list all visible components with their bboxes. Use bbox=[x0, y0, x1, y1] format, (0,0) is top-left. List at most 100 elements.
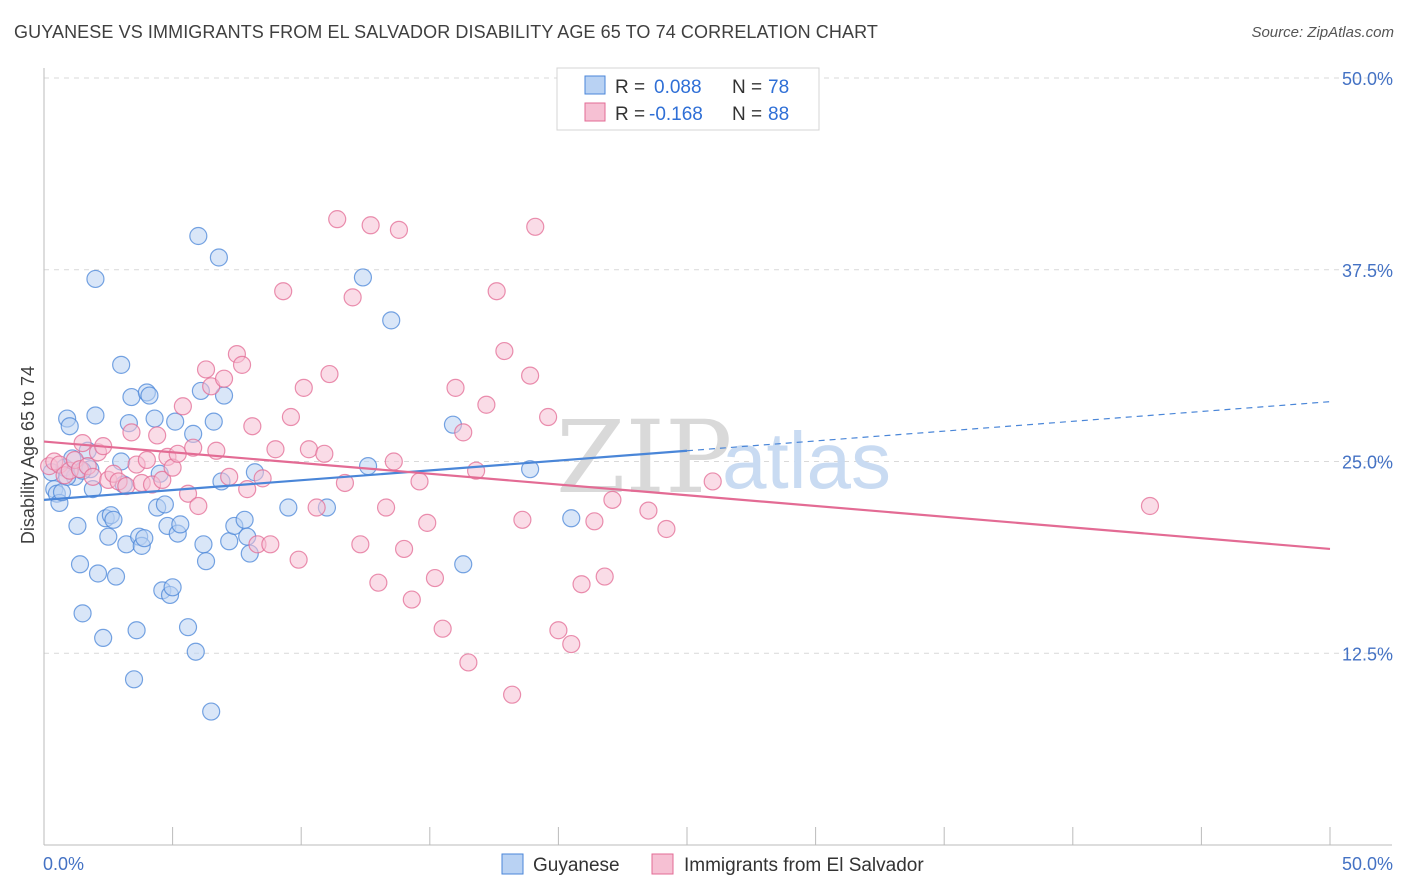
point-el-salvador-58 bbox=[384, 452, 403, 471]
point-guyanese-22 bbox=[104, 510, 123, 529]
point-el-salvador-66 bbox=[446, 378, 465, 397]
point-guyanese-70 bbox=[382, 311, 401, 330]
point-el-salvador-64 bbox=[425, 568, 445, 588]
legend-n-value-0: 78 bbox=[768, 77, 789, 98]
point-guyanese-16 bbox=[86, 406, 105, 425]
point-el-salvador-7 bbox=[73, 433, 92, 453]
y-tick-label-1: 25.0% bbox=[1342, 453, 1393, 473]
point-el-salvador-30 bbox=[196, 360, 216, 379]
y-tick-label-3: 50.0% bbox=[1342, 69, 1393, 89]
axis-layer bbox=[43, 68, 1392, 846]
point-el-salvador-56 bbox=[369, 573, 388, 592]
trend-layer bbox=[43, 401, 1331, 551]
legend-swatch-guyanese bbox=[584, 75, 606, 95]
point-el-salvador-59 bbox=[389, 220, 409, 239]
point-guyanese-47 bbox=[178, 618, 198, 637]
point-guyanese-35 bbox=[140, 386, 159, 405]
legend-n-value-1: 88 bbox=[768, 104, 789, 125]
point-el-salvador-78 bbox=[549, 621, 568, 640]
point-guyanese-59 bbox=[220, 532, 239, 551]
point-guyanese-52 bbox=[194, 535, 213, 554]
point-el-salvador-80 bbox=[572, 575, 591, 594]
point-el-salvador-65 bbox=[433, 619, 452, 638]
point-guyanese-46 bbox=[171, 515, 190, 534]
x-tick-label-1: 50.0% bbox=[1342, 854, 1393, 874]
legend-r-label-1: R = bbox=[615, 104, 645, 125]
bottom-legend-el-salvador: Immigrants from El Salvador bbox=[684, 855, 924, 876]
chart-title: GUYANESE VS IMMIGRANTS FROM EL SALVADOR … bbox=[14, 22, 878, 42]
point-guyanese-49 bbox=[186, 642, 205, 661]
point-el-salvador-52 bbox=[335, 473, 355, 493]
point-el-salvador-77 bbox=[539, 407, 558, 427]
point-guyanese-11 bbox=[70, 555, 90, 574]
point-guyanese-69 bbox=[358, 457, 378, 476]
point-el-salvador-43 bbox=[274, 282, 293, 301]
x-tick-label-0: 0.0% bbox=[43, 854, 84, 874]
point-guyanese-50 bbox=[189, 226, 208, 246]
point-el-salvador-26 bbox=[173, 397, 192, 416]
point-el-salvador-49 bbox=[315, 444, 334, 463]
bottom-legend-guyanese: Guyanese bbox=[533, 855, 620, 876]
point-guyanese-24 bbox=[112, 355, 131, 374]
point-guyanese-44 bbox=[166, 412, 185, 431]
point-el-salvador-79 bbox=[562, 634, 581, 654]
trend-el-salvador bbox=[43, 440, 1331, 551]
point-el-salvador-82 bbox=[595, 567, 614, 586]
point-el-salvador-74 bbox=[513, 510, 532, 529]
legend-r-value-1: -0.168 bbox=[649, 104, 703, 125]
point-el-salvador-87 bbox=[1140, 496, 1160, 516]
point-el-salvador-22 bbox=[153, 470, 172, 490]
point-guyanese-56 bbox=[209, 248, 228, 267]
point-guyanese-10 bbox=[68, 516, 87, 536]
legend-r-value-0: 0.088 bbox=[654, 77, 702, 98]
tick-labels: 12.5% 25.0% 37.5% 50.0% 0.0% 50.0% bbox=[43, 69, 1393, 874]
point-el-salvador-62 bbox=[410, 472, 429, 491]
trend-guyanese-dashed bbox=[686, 401, 1331, 452]
point-el-salvador-85 bbox=[657, 519, 676, 539]
point-guyanese-54 bbox=[202, 702, 221, 721]
point-guyanese-18 bbox=[94, 628, 113, 648]
point-el-salvador-42 bbox=[266, 440, 285, 459]
legend-n-label-1: N = bbox=[732, 104, 762, 125]
point-guyanese-33 bbox=[135, 529, 154, 548]
point-el-salvador-16 bbox=[122, 423, 141, 442]
point-guyanese-30 bbox=[127, 621, 146, 640]
y-tick-label-2: 37.5% bbox=[1342, 261, 1393, 281]
points-layer bbox=[40, 210, 1160, 721]
point-el-salvador-29 bbox=[189, 496, 208, 516]
point-el-salvador-34 bbox=[220, 467, 239, 486]
point-guyanese-55 bbox=[204, 412, 223, 431]
watermark-zip: ZIP bbox=[556, 399, 732, 516]
point-el-salvador-73 bbox=[503, 685, 522, 704]
point-guyanese-66 bbox=[279, 498, 298, 517]
point-el-salvador-44 bbox=[281, 407, 301, 427]
point-el-salvador-75 bbox=[521, 366, 540, 385]
point-el-salvador-28 bbox=[184, 438, 203, 457]
point-guyanese-53 bbox=[196, 552, 216, 571]
point-guyanese-75 bbox=[86, 269, 105, 289]
point-el-salvador-51 bbox=[328, 210, 347, 229]
watermark-atlas: atlas bbox=[722, 416, 891, 505]
point-el-salvador-19 bbox=[137, 450, 156, 470]
point-el-salvador-76 bbox=[526, 217, 545, 236]
point-el-salvador-84 bbox=[639, 501, 658, 520]
point-el-salvador-9 bbox=[83, 467, 102, 486]
point-guyanese-40 bbox=[155, 495, 174, 514]
point-el-salvador-53 bbox=[343, 288, 362, 307]
point-el-salvador-60 bbox=[394, 539, 414, 559]
point-guyanese-43 bbox=[163, 578, 182, 597]
point-guyanese-68 bbox=[353, 268, 373, 287]
point-el-salvador-86 bbox=[703, 472, 722, 491]
point-el-salvador-48 bbox=[307, 498, 326, 517]
point-el-salvador-54 bbox=[351, 535, 370, 554]
y-tick-label-0: 12.5% bbox=[1342, 644, 1393, 664]
point-el-salvador-68 bbox=[459, 653, 478, 672]
point-guyanese-72 bbox=[454, 555, 473, 574]
point-guyanese-7 bbox=[60, 417, 79, 436]
trend-guyanese-solid bbox=[43, 449, 688, 501]
point-guyanese-74 bbox=[562, 509, 581, 528]
point-guyanese-29 bbox=[124, 670, 144, 689]
point-guyanese-12 bbox=[73, 604, 92, 623]
point-guyanese-36 bbox=[145, 409, 164, 428]
